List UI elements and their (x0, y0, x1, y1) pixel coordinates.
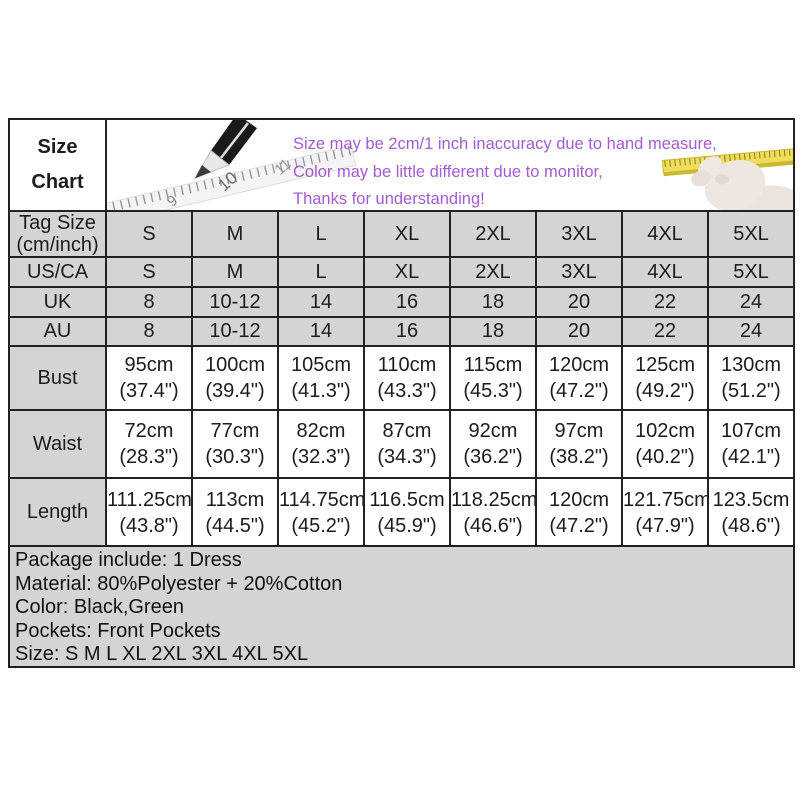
table-row-uk: UK 8 10-12 14 16 18 20 22 24 (8, 286, 795, 318)
table-cell: 4XL (621, 210, 709, 258)
pencil-icon (193, 121, 257, 180)
table-cell: 105cm (41.3") (277, 345, 365, 411)
table-cell: 130cm (51.2") (707, 345, 795, 411)
table-cell: 14 (277, 286, 365, 318)
table-cell: 111.25cm (43.8") (105, 477, 193, 548)
table-cell: 16 (363, 316, 451, 347)
table-cell: 8 (105, 316, 193, 347)
table-cell: 77cm (30.3") (191, 409, 279, 479)
table-cell: L (277, 256, 365, 288)
table-row-header: Size Chart 9 10 11 (8, 118, 795, 212)
table-cell: 4XL (621, 256, 709, 288)
table-cell: 72cm (28.3") (105, 409, 193, 479)
table-cell: 125cm (49.2") (621, 345, 709, 411)
row-label-length: Length (8, 477, 107, 548)
table-cell: 107cm (42.1") (707, 409, 795, 479)
table-cell: 123.5cm (48.6") (707, 477, 795, 548)
table-cell: 24 (707, 316, 795, 347)
table-cell: 113cm (44.5") (191, 477, 279, 548)
table-cell: 22 (621, 286, 709, 318)
table-cell: 97cm (38.2") (535, 409, 623, 479)
table-cell: S (105, 210, 193, 258)
ruler-graphic: 9 10 11 (108, 144, 357, 209)
row-label-usca: US/CA (8, 256, 107, 288)
table-cell: 20 (535, 316, 623, 347)
title-line1: Size (37, 136, 78, 158)
table-cell: S (105, 256, 193, 288)
tag-size-label-line1: Tag Size (19, 212, 96, 234)
table-cell: 102cm (40.2") (621, 409, 709, 479)
details-line-material: Material: 80%Polyester + 20%Cotton (15, 572, 343, 595)
details-line-package: Package include: 1 Dress (15, 549, 242, 571)
notice-line: Color may be little different due to mon… (293, 162, 603, 181)
size-chart-title: Size Chart (8, 118, 107, 212)
table-cell: M (191, 256, 279, 288)
table-cell: 20 (535, 286, 623, 318)
row-label-bust: Bust (8, 345, 107, 411)
header-art-cell: 9 10 11 (105, 118, 795, 212)
table-cell: 22 (621, 316, 709, 347)
table-cell: 82cm (32.3") (277, 409, 365, 479)
row-label-au: AU (8, 316, 107, 347)
table-cell: 18 (449, 286, 537, 318)
table-cell: 10-12 (191, 316, 279, 347)
table-cell: 120cm (47.2") (535, 477, 623, 548)
row-label-tag-size: Tag Size (cm/inch) (8, 210, 107, 258)
details-line-color: Color: Black,Green (15, 596, 184, 619)
table-cell: 2XL (449, 210, 537, 258)
table-cell: 2XL (449, 256, 537, 288)
table-cell: 121.75cm (47.9") (621, 477, 709, 548)
size-chart-table: Size Chart 9 10 11 (8, 118, 795, 548)
table-cell: XL (363, 256, 451, 288)
table-row-tag-size: Tag Size (cm/inch) S M L XL 2XL 3XL 4XL … (8, 210, 795, 258)
row-label-waist: Waist (8, 409, 107, 479)
table-cell: 3XL (535, 256, 623, 288)
row-label-uk: UK (8, 286, 107, 318)
details-line-size: Size: S M L XL 2XL 3XL 4XL 5XL (15, 643, 309, 666)
table-cell: 110cm (43.3") (363, 345, 451, 411)
table-cell: XL (363, 210, 451, 258)
hand-graphic (691, 156, 792, 209)
table-cell: L (277, 210, 365, 258)
table-cell: 16 (363, 286, 451, 318)
table-cell: 118.25cm (46.6") (449, 477, 537, 548)
product-details: Package include: 1 Dress Material: 80%Po… (8, 545, 795, 668)
table-cell: 87cm (34.3") (363, 409, 451, 479)
table-cell: 18 (449, 316, 537, 347)
table-cell: 92cm (36.2") (449, 409, 537, 479)
table-cell: 115cm (45.3") (449, 345, 537, 411)
table-row-waist: Waist 72cm (28.3") 77cm (30.3") 82cm (32.3"… (8, 409, 795, 479)
table-cell: 14 (277, 316, 365, 347)
table-cell: 3XL (535, 210, 623, 258)
table-cell: 95cm (37.4") (105, 345, 193, 411)
header-decor-graphic: 9 10 11 (108, 121, 792, 209)
table-row-au: AU 8 10-12 14 16 18 20 22 24 (8, 316, 795, 347)
table-cell: 116.5cm (45.9") (363, 477, 451, 548)
table-cell: 5XL (707, 256, 795, 288)
table-cell: 8 (105, 286, 193, 318)
table-row-bust: Bust 95cm (37.4") 100cm (39.4") 105cm (41.3… (8, 345, 795, 411)
tag-size-label-line2: (cm/inch) (16, 234, 99, 256)
table-cell: 120cm (47.2") (535, 345, 623, 411)
details-line-pockets: Pockets: Front Pockets (15, 619, 221, 642)
table-cell: 5XL (707, 210, 795, 258)
notice-line: Size may be 2cm/1 inch inaccuracy due to… (293, 135, 717, 153)
title-line2: Chart (31, 171, 84, 193)
table-row-usca: US/CA S M L XL 2XL 3XL 4XL 5XL (8, 256, 795, 288)
table-cell: 10-12 (191, 286, 279, 318)
table-cell: 114.75cm (45.2") (277, 477, 365, 548)
table-cell: M (191, 210, 279, 258)
notice-line: Thanks for understanding! (293, 190, 485, 208)
table-cell: 24 (707, 286, 795, 318)
table-cell: 100cm (39.4") (191, 345, 279, 411)
table-row-length: Length 111.25cm (43.8") 113cm (44.5") 114.… (8, 477, 795, 548)
measure-notice: Size may be 2cm/1 inch inaccuracy due to… (293, 131, 792, 209)
